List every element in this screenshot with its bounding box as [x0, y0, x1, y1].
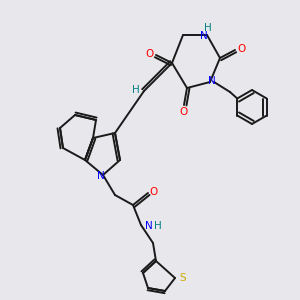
Text: O: O: [179, 107, 187, 117]
Text: N: N: [208, 76, 216, 86]
Text: H: H: [204, 23, 212, 33]
Text: N: N: [97, 171, 105, 181]
Text: S: S: [180, 273, 186, 283]
Text: O: O: [146, 49, 154, 59]
Text: O: O: [149, 187, 157, 197]
Text: H: H: [132, 85, 140, 95]
Text: N: N: [145, 221, 153, 231]
Text: O: O: [237, 44, 245, 54]
Text: H: H: [154, 221, 162, 231]
Text: N: N: [200, 31, 208, 41]
